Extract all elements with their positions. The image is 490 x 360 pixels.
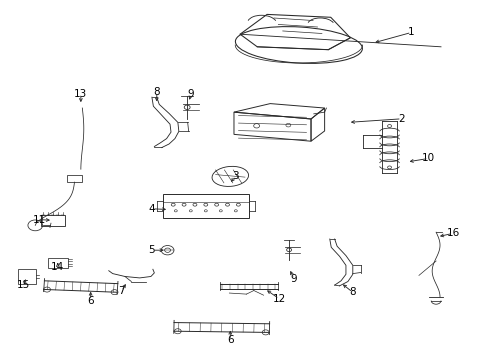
Text: 6: 6 (227, 335, 234, 345)
Text: 8: 8 (349, 287, 356, 297)
Text: 9: 9 (188, 89, 195, 99)
Text: 13: 13 (74, 89, 88, 99)
Text: 7: 7 (118, 286, 125, 296)
Text: 8: 8 (153, 87, 160, 97)
Text: 10: 10 (422, 153, 435, 163)
Text: 14: 14 (51, 262, 65, 272)
Text: 11: 11 (32, 215, 46, 225)
Text: 16: 16 (446, 228, 460, 238)
Text: 15: 15 (17, 280, 30, 290)
Text: 9: 9 (291, 274, 297, 284)
Text: 6: 6 (87, 296, 94, 306)
Text: 2: 2 (398, 114, 405, 124)
Text: 1: 1 (408, 27, 415, 37)
Text: 3: 3 (232, 171, 239, 181)
Text: 12: 12 (272, 294, 286, 304)
Text: 4: 4 (148, 204, 155, 214)
Text: 5: 5 (148, 245, 155, 255)
